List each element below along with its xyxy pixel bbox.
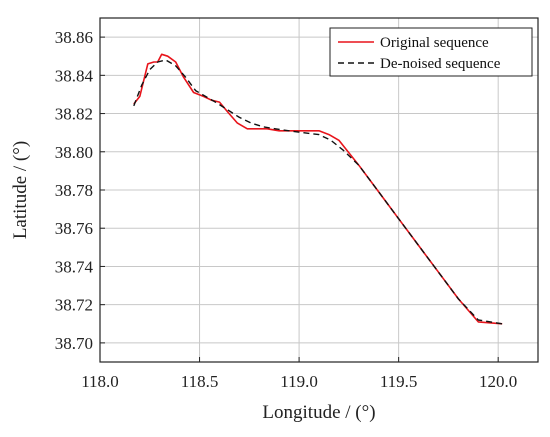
x-tick-label: 119.0 <box>280 372 318 391</box>
x-tick-label: 118.5 <box>181 372 219 391</box>
y-tick-label: 38.86 <box>55 28 93 47</box>
x-tick-label: 119.5 <box>380 372 418 391</box>
y-tick-label: 38.76 <box>55 219 93 238</box>
x-tick-label: 120.0 <box>479 372 517 391</box>
legend-box <box>329 27 533 77</box>
y-tick-label: 38.72 <box>55 296 93 315</box>
y-tick-label: 38.74 <box>55 257 94 276</box>
axis-ticks: 118.0 118.5 119.0 119.5 120.0 38.70 38.72 38.74… <box>55 28 518 391</box>
y-tick-label: 38.82 <box>55 105 93 124</box>
y-tick-label: 38.78 <box>55 181 93 200</box>
legend-entry-original: Original sequence <box>380 35 489 51</box>
series-lines <box>133 53 503 325</box>
legend-entry-denoised: De-noised sequence <box>380 56 501 72</box>
legend: Original sequence De-noised sequence <box>329 27 533 77</box>
y-tick-label: 38.84 <box>55 66 94 85</box>
y-tick-label: 38.80 <box>55 143 93 162</box>
x-axis-label: Longitude / (°) <box>262 402 375 423</box>
y-tick-label: 38.70 <box>55 334 93 353</box>
series-denoised-line <box>133 59 503 325</box>
x-tick-label: 118.0 <box>81 372 119 391</box>
y-axis-label: Latitude / (°) <box>10 141 31 239</box>
